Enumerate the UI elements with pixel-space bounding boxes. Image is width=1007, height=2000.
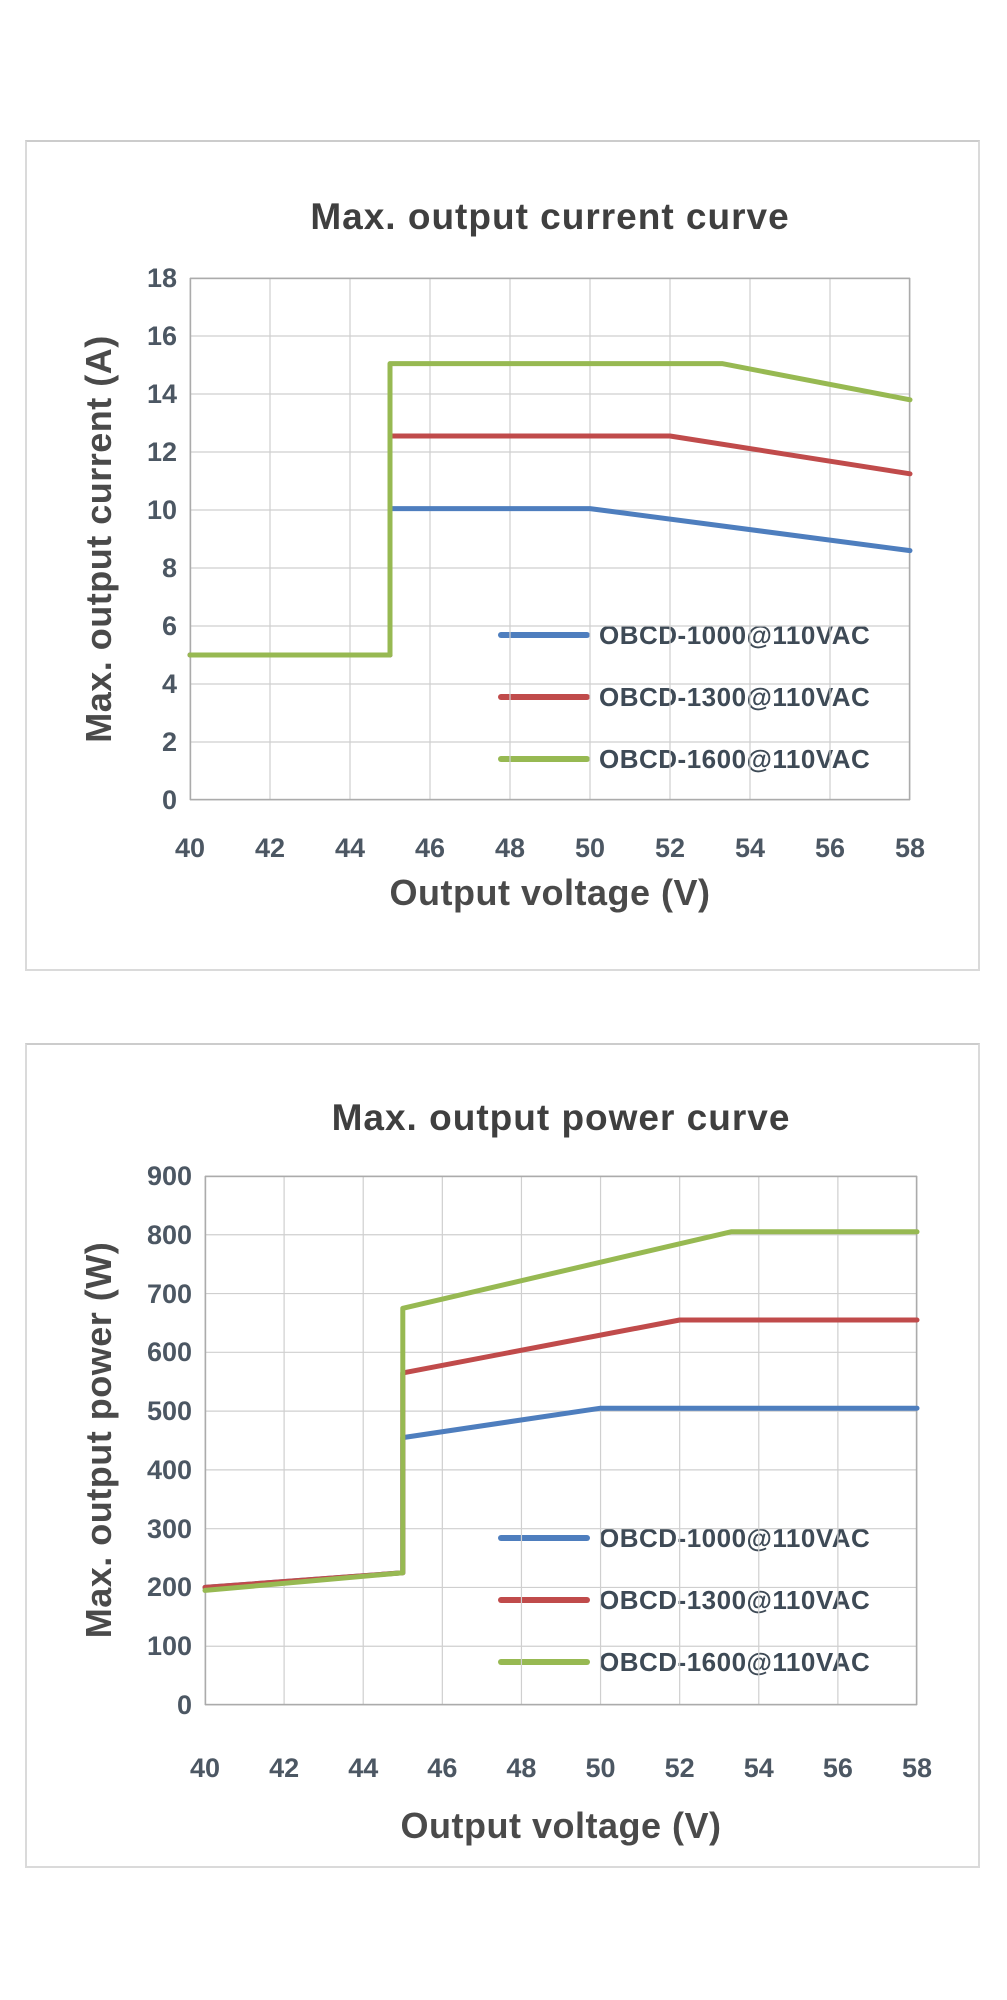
y-tick-label: 100 — [146, 1631, 192, 1662]
y-tick-label: 600 — [146, 1337, 192, 1368]
series-line-0 — [187, 506, 913, 658]
chart-title: Max. output current curve — [310, 196, 790, 237]
y-tick-label: 18 — [146, 263, 177, 293]
y-tick-label: 12 — [146, 437, 177, 467]
legend-item: OBCD-1300@110VAC — [498, 1582, 870, 1618]
plot-border — [204, 1175, 918, 1706]
x-tick-label: 58 — [894, 833, 926, 863]
legend-label: OBCD-1000@110VAC — [599, 1522, 871, 1553]
y-tick-label: 800 — [146, 1219, 192, 1250]
y-tick-label: 8 — [161, 553, 177, 583]
x-tick-label: 58 — [901, 1753, 933, 1783]
x-axis-title: Output voltage (V) — [400, 1805, 722, 1846]
x-tick-label: 54 — [734, 833, 766, 863]
legend-label: OBCD-1600@110VAC — [599, 743, 871, 774]
x-tick-label: 42 — [254, 833, 286, 863]
chart-title: Max. output power curve — [331, 1097, 791, 1138]
x-tick-label: 48 — [494, 833, 526, 863]
series-line-1 — [202, 1317, 920, 1590]
legend-swatch-line — [498, 694, 590, 700]
legend-label: OBCD-1600@110VAC — [599, 1646, 871, 1677]
legend-swatch-line — [498, 1597, 590, 1603]
y-tick-label: 10 — [146, 495, 177, 525]
legend-item: OBCD-1600@110VAC — [498, 1644, 870, 1680]
y-tick-label: 14 — [146, 379, 177, 409]
x-tick-label: 40 — [189, 1753, 221, 1783]
x-tick-label: 52 — [664, 1753, 695, 1783]
legend-swatch-line — [498, 1659, 590, 1665]
x-tick-label: 56 — [822, 1753, 853, 1783]
x-tick-label: 44 — [348, 1753, 379, 1783]
legend-label: OBCD-1000@110VAC — [599, 619, 871, 650]
y-tick-label: 0 — [161, 785, 177, 815]
legend-item: OBCD-1000@110VAC — [498, 617, 870, 653]
plot-area — [202, 1175, 920, 1706]
series-line-2 — [187, 361, 913, 658]
y-tick-label: 900 — [146, 1161, 192, 1191]
y-tick-label: 200 — [146, 1572, 192, 1603]
y-tick-label: 4 — [161, 669, 177, 699]
series-line-1 — [187, 433, 913, 658]
legend-swatch-line — [498, 632, 590, 638]
y-tick-label: 700 — [146, 1278, 192, 1309]
y-tick-label: 500 — [146, 1396, 192, 1427]
plot-area — [187, 277, 913, 801]
x-tick-label: 46 — [427, 1753, 458, 1783]
y-tick-label: 6 — [161, 611, 177, 641]
x-tick-label: 50 — [585, 1753, 616, 1783]
x-tick-label: 54 — [743, 1753, 774, 1783]
series-line-2 — [202, 1229, 920, 1593]
y-tick-label: 16 — [146, 321, 177, 351]
x-tick-label: 40 — [174, 833, 206, 863]
series-line-0 — [202, 1405, 920, 1590]
current-chart-card: Max. output current curve Max. output cu… — [25, 140, 980, 971]
x-tick-label: 50 — [574, 833, 606, 863]
legend-item: OBCD-1600@110VAC — [498, 741, 870, 777]
x-tick-label: 52 — [654, 833, 686, 863]
x-tick-label: 42 — [269, 1753, 300, 1783]
x-axis-title: Output voltage (V) — [389, 872, 711, 913]
x-tick-label: 44 — [334, 833, 366, 863]
y-tick-label: 300 — [146, 1513, 192, 1544]
legend-item: OBCD-1000@110VAC — [498, 1520, 870, 1556]
y-tick-label: 2 — [161, 727, 177, 757]
legend-swatch-line — [498, 756, 590, 762]
legend-label: OBCD-1300@110VAC — [599, 681, 871, 712]
legend-item: OBCD-1300@110VAC — [498, 679, 870, 715]
y-tick-label: 400 — [146, 1454, 192, 1485]
x-tick-label: 46 — [414, 833, 446, 863]
legend-label: OBCD-1300@110VAC — [599, 1584, 871, 1615]
power-chart-card: Max. output power curve Max. output powe… — [25, 1043, 980, 1868]
plot-border — [189, 277, 911, 801]
legend: OBCD-1000@110VAC OBCD-1300@110VAC OBCD-1… — [498, 617, 870, 803]
legend: OBCD-1000@110VAC OBCD-1300@110VAC OBCD-1… — [498, 1520, 870, 1706]
y-tick-label: 0 — [176, 1690, 192, 1720]
legend-swatch-line — [498, 1535, 590, 1541]
x-tick-label: 48 — [506, 1753, 537, 1783]
x-tick-label: 56 — [814, 833, 846, 863]
